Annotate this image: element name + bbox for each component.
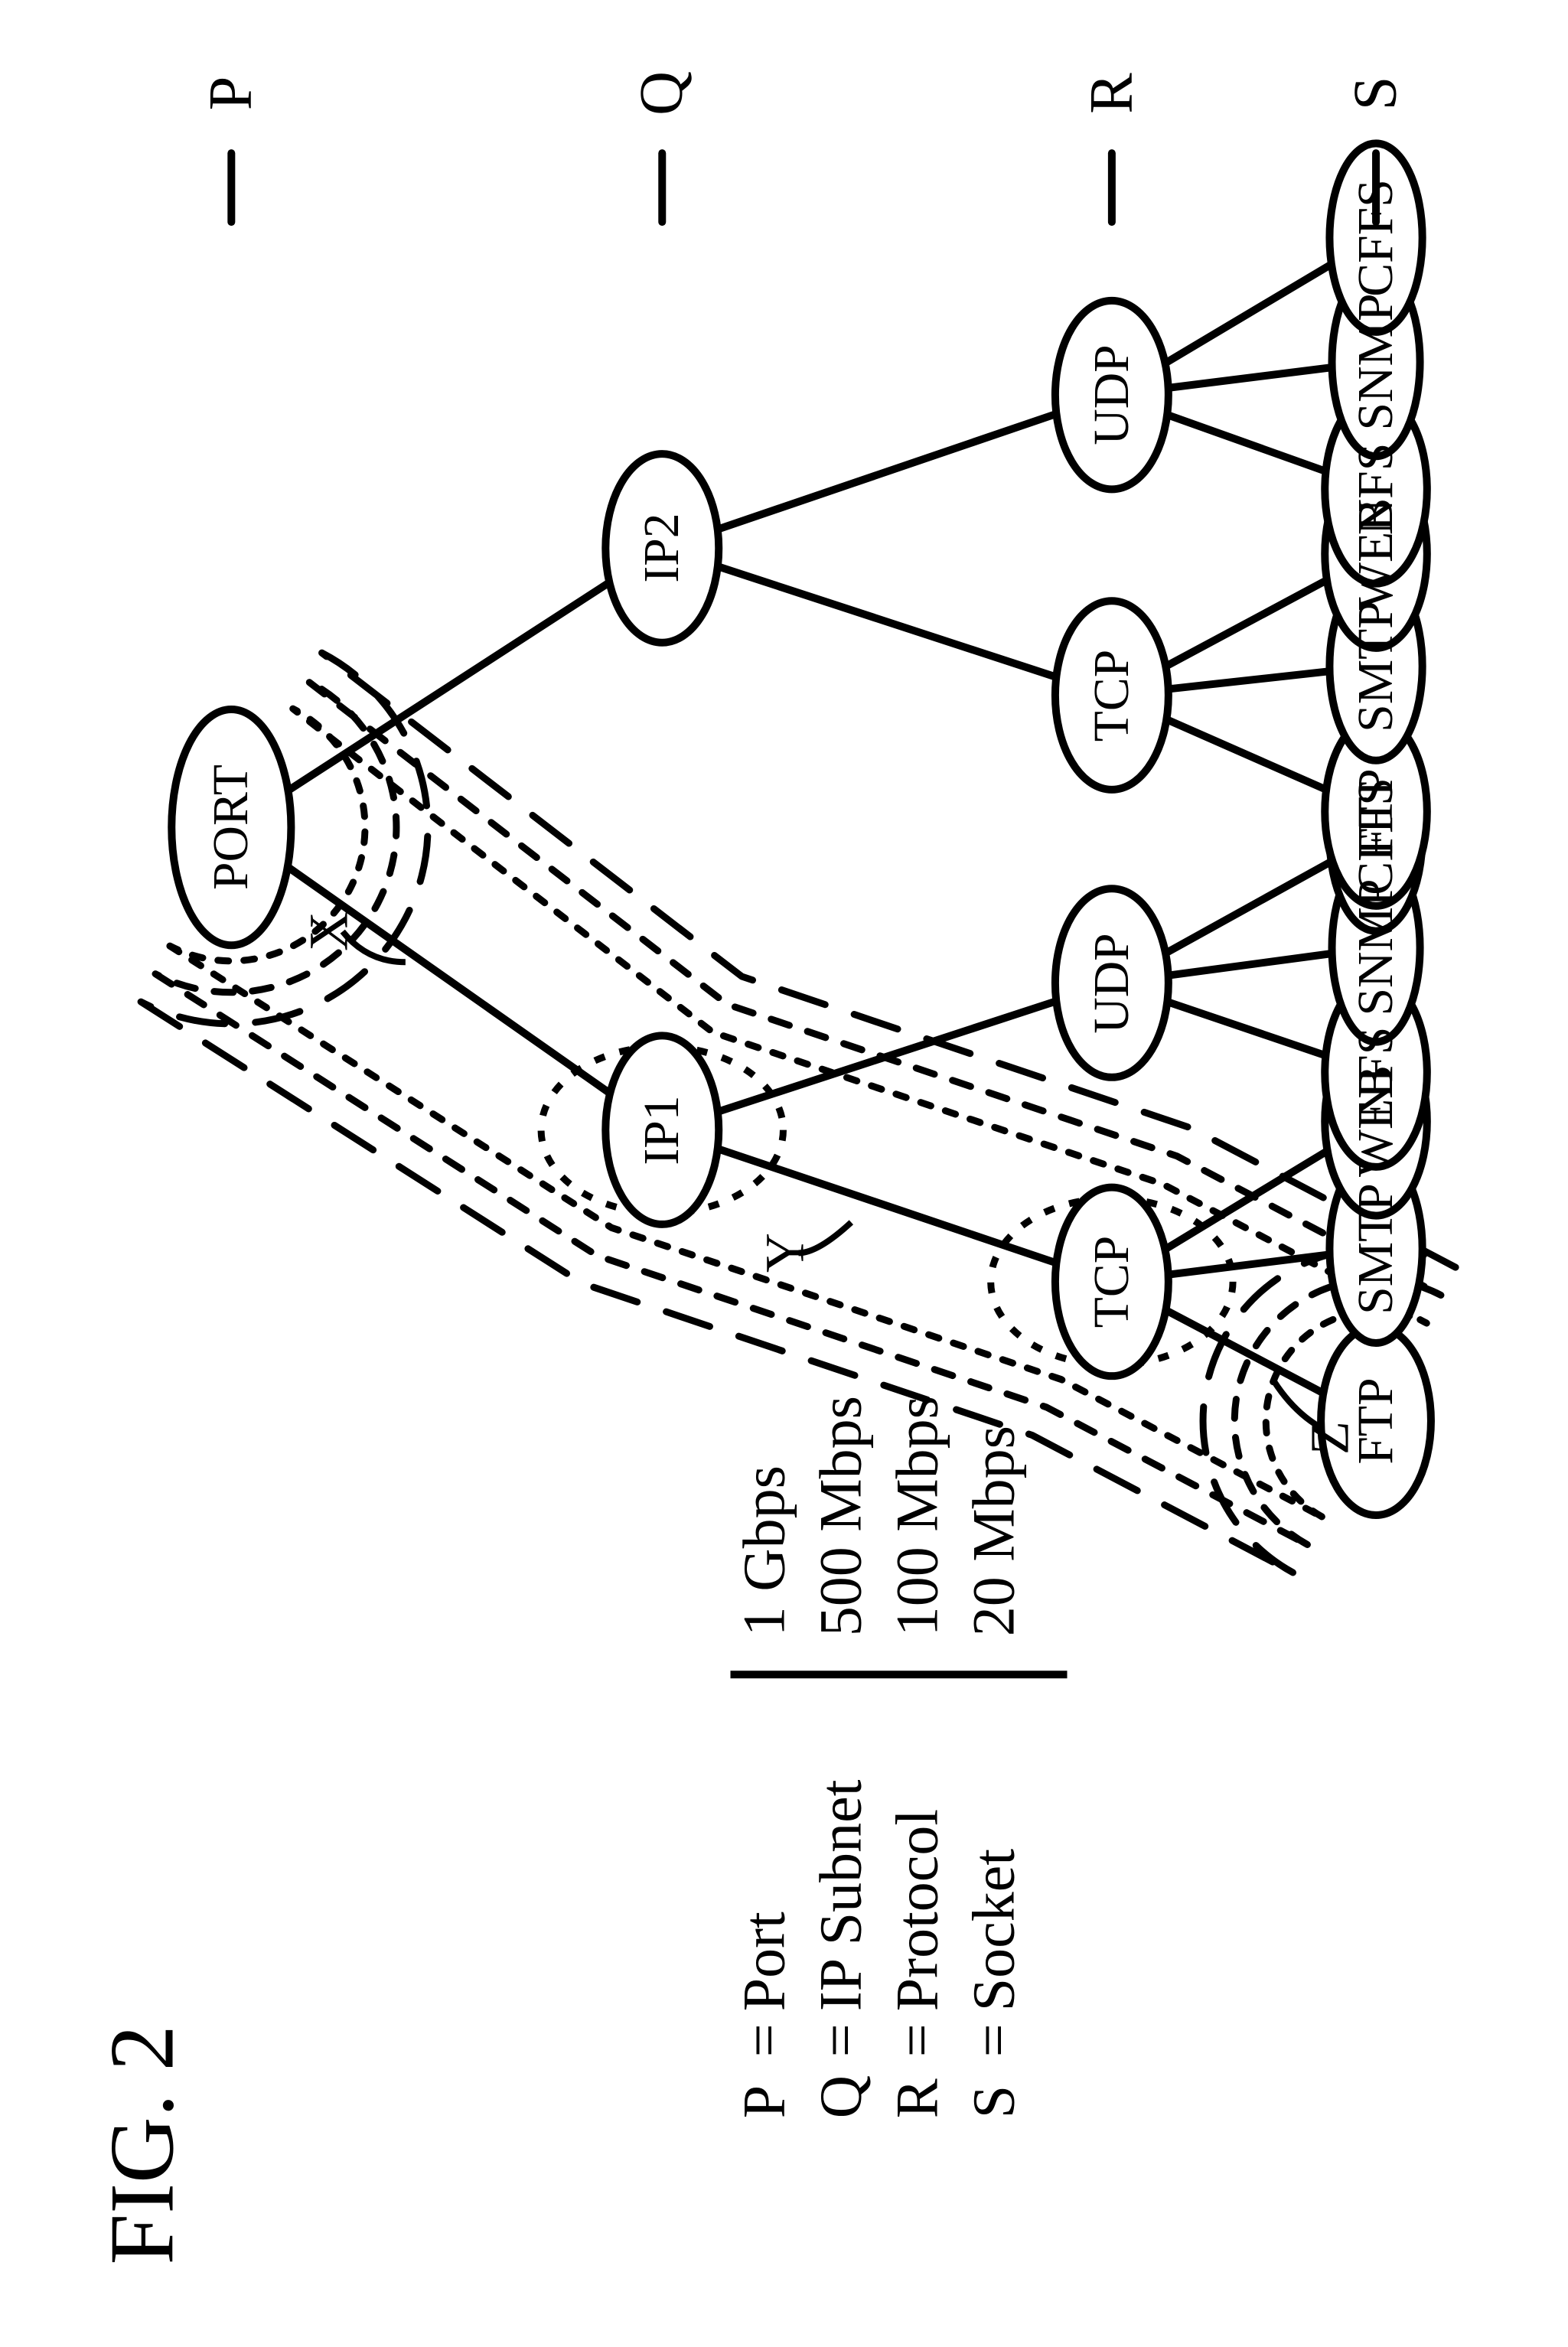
legend-eq-P: = (731, 2023, 797, 2057)
node-label-SNMP1: SNMP (1347, 879, 1405, 1016)
fig-caption-group: FIG. 2 (90, 2025, 192, 2264)
legend-key-S: S (960, 2085, 1027, 2118)
node-label-IP1: IP1 (633, 1095, 691, 1165)
legend-rate-0: 1 Gbps (731, 1465, 797, 1636)
edge-UDP1-SNMP1 (1169, 953, 1332, 976)
svg-layer: P = Port Q = IP Subnet R = Protocol S = Socket 1 Gbp… (0, 0, 1568, 2347)
legend-group: P = Port Q = IP Subnet R = Protocol S = Socket 1 Gbp… (731, 1396, 1068, 2118)
legend-val-P: Port (731, 1912, 797, 2011)
edge-PORT-IP2 (288, 582, 609, 790)
node-label-NFS2: NFS (1347, 443, 1405, 536)
node-label-SMTP2: SMTP (1347, 601, 1405, 732)
node-label-TCP1: TCP (1083, 1236, 1141, 1328)
figure-canvas: P = Port Q = IP Subnet R = Protocol S = Socket 1 Gbp… (0, 0, 1568, 2347)
edge-TCP1-FTP1 (1165, 1310, 1323, 1393)
edge-UDP2-NFS2 (1167, 415, 1325, 471)
node-label-UDP2: UDP (1083, 344, 1141, 445)
envelope-Y (155, 681, 1441, 1547)
envelope-label-X: X (297, 911, 360, 951)
legend-key-Q: Q (807, 2075, 874, 2118)
node-label-FTP1: FTP (1347, 1377, 1405, 1464)
level-label-S: S (1341, 76, 1411, 110)
node-label-PORT: PORT (202, 764, 260, 890)
node-label-TCP2: TCP (1083, 649, 1141, 742)
edge-UDP1-CFFS1 (1165, 862, 1331, 953)
envelope-X (141, 653, 1456, 1574)
legend-rate-3: 20 Mbps (960, 1426, 1027, 1636)
legend-val-Q: IP Subnet (807, 1779, 874, 2011)
legend-rate-2: 100 Mbps (884, 1396, 950, 1636)
node-label-SMTP1: SMTP (1347, 1183, 1405, 1315)
node-label-SNMP2: SNMP (1347, 293, 1405, 430)
edge-UDP2-CFFS2 (1165, 264, 1332, 363)
legend-key-P: P (731, 2085, 797, 2118)
edge-TCP2-SMTP2 (1169, 671, 1330, 689)
node-label-FTP2: FTP (1347, 768, 1405, 855)
node-label-IP2: IP2 (633, 513, 691, 583)
level-label-R: R (1077, 73, 1146, 113)
legend-eq-Q: = (807, 2023, 874, 2057)
legend-eq-S: = (960, 2023, 1027, 2057)
node-label-NFS1: NFS (1347, 1026, 1405, 1119)
edge-TCP2-FTP2 (1166, 719, 1326, 790)
edge-TCP2-WEB2 (1165, 580, 1327, 667)
legend-eq-R: = (884, 2023, 950, 2057)
edge-IP2-TCP2 (718, 566, 1056, 677)
edge-UDP1-NFS1 (1167, 1002, 1325, 1055)
legend-val-R: Protocol (884, 1809, 950, 2011)
node-label-UDP1: UDP (1083, 933, 1141, 1034)
envelope-label-Y: Y (753, 1233, 817, 1273)
edge-PORT-IP1 (288, 867, 610, 1094)
edge-UDP2-SNMP2 (1169, 367, 1332, 388)
fig-caption: FIG. 2 (90, 2025, 192, 2264)
legend-rate-1: 500 Mbps (807, 1396, 874, 1636)
legend-val-S: Socket (960, 1849, 1027, 2012)
edge-IP2-UDP2 (718, 414, 1057, 530)
level-label-Q: Q (628, 71, 697, 116)
level-label-P: P (197, 76, 266, 110)
node-label-CFFS2: CFFS (1347, 179, 1405, 297)
legend-key-R: R (884, 2078, 950, 2118)
